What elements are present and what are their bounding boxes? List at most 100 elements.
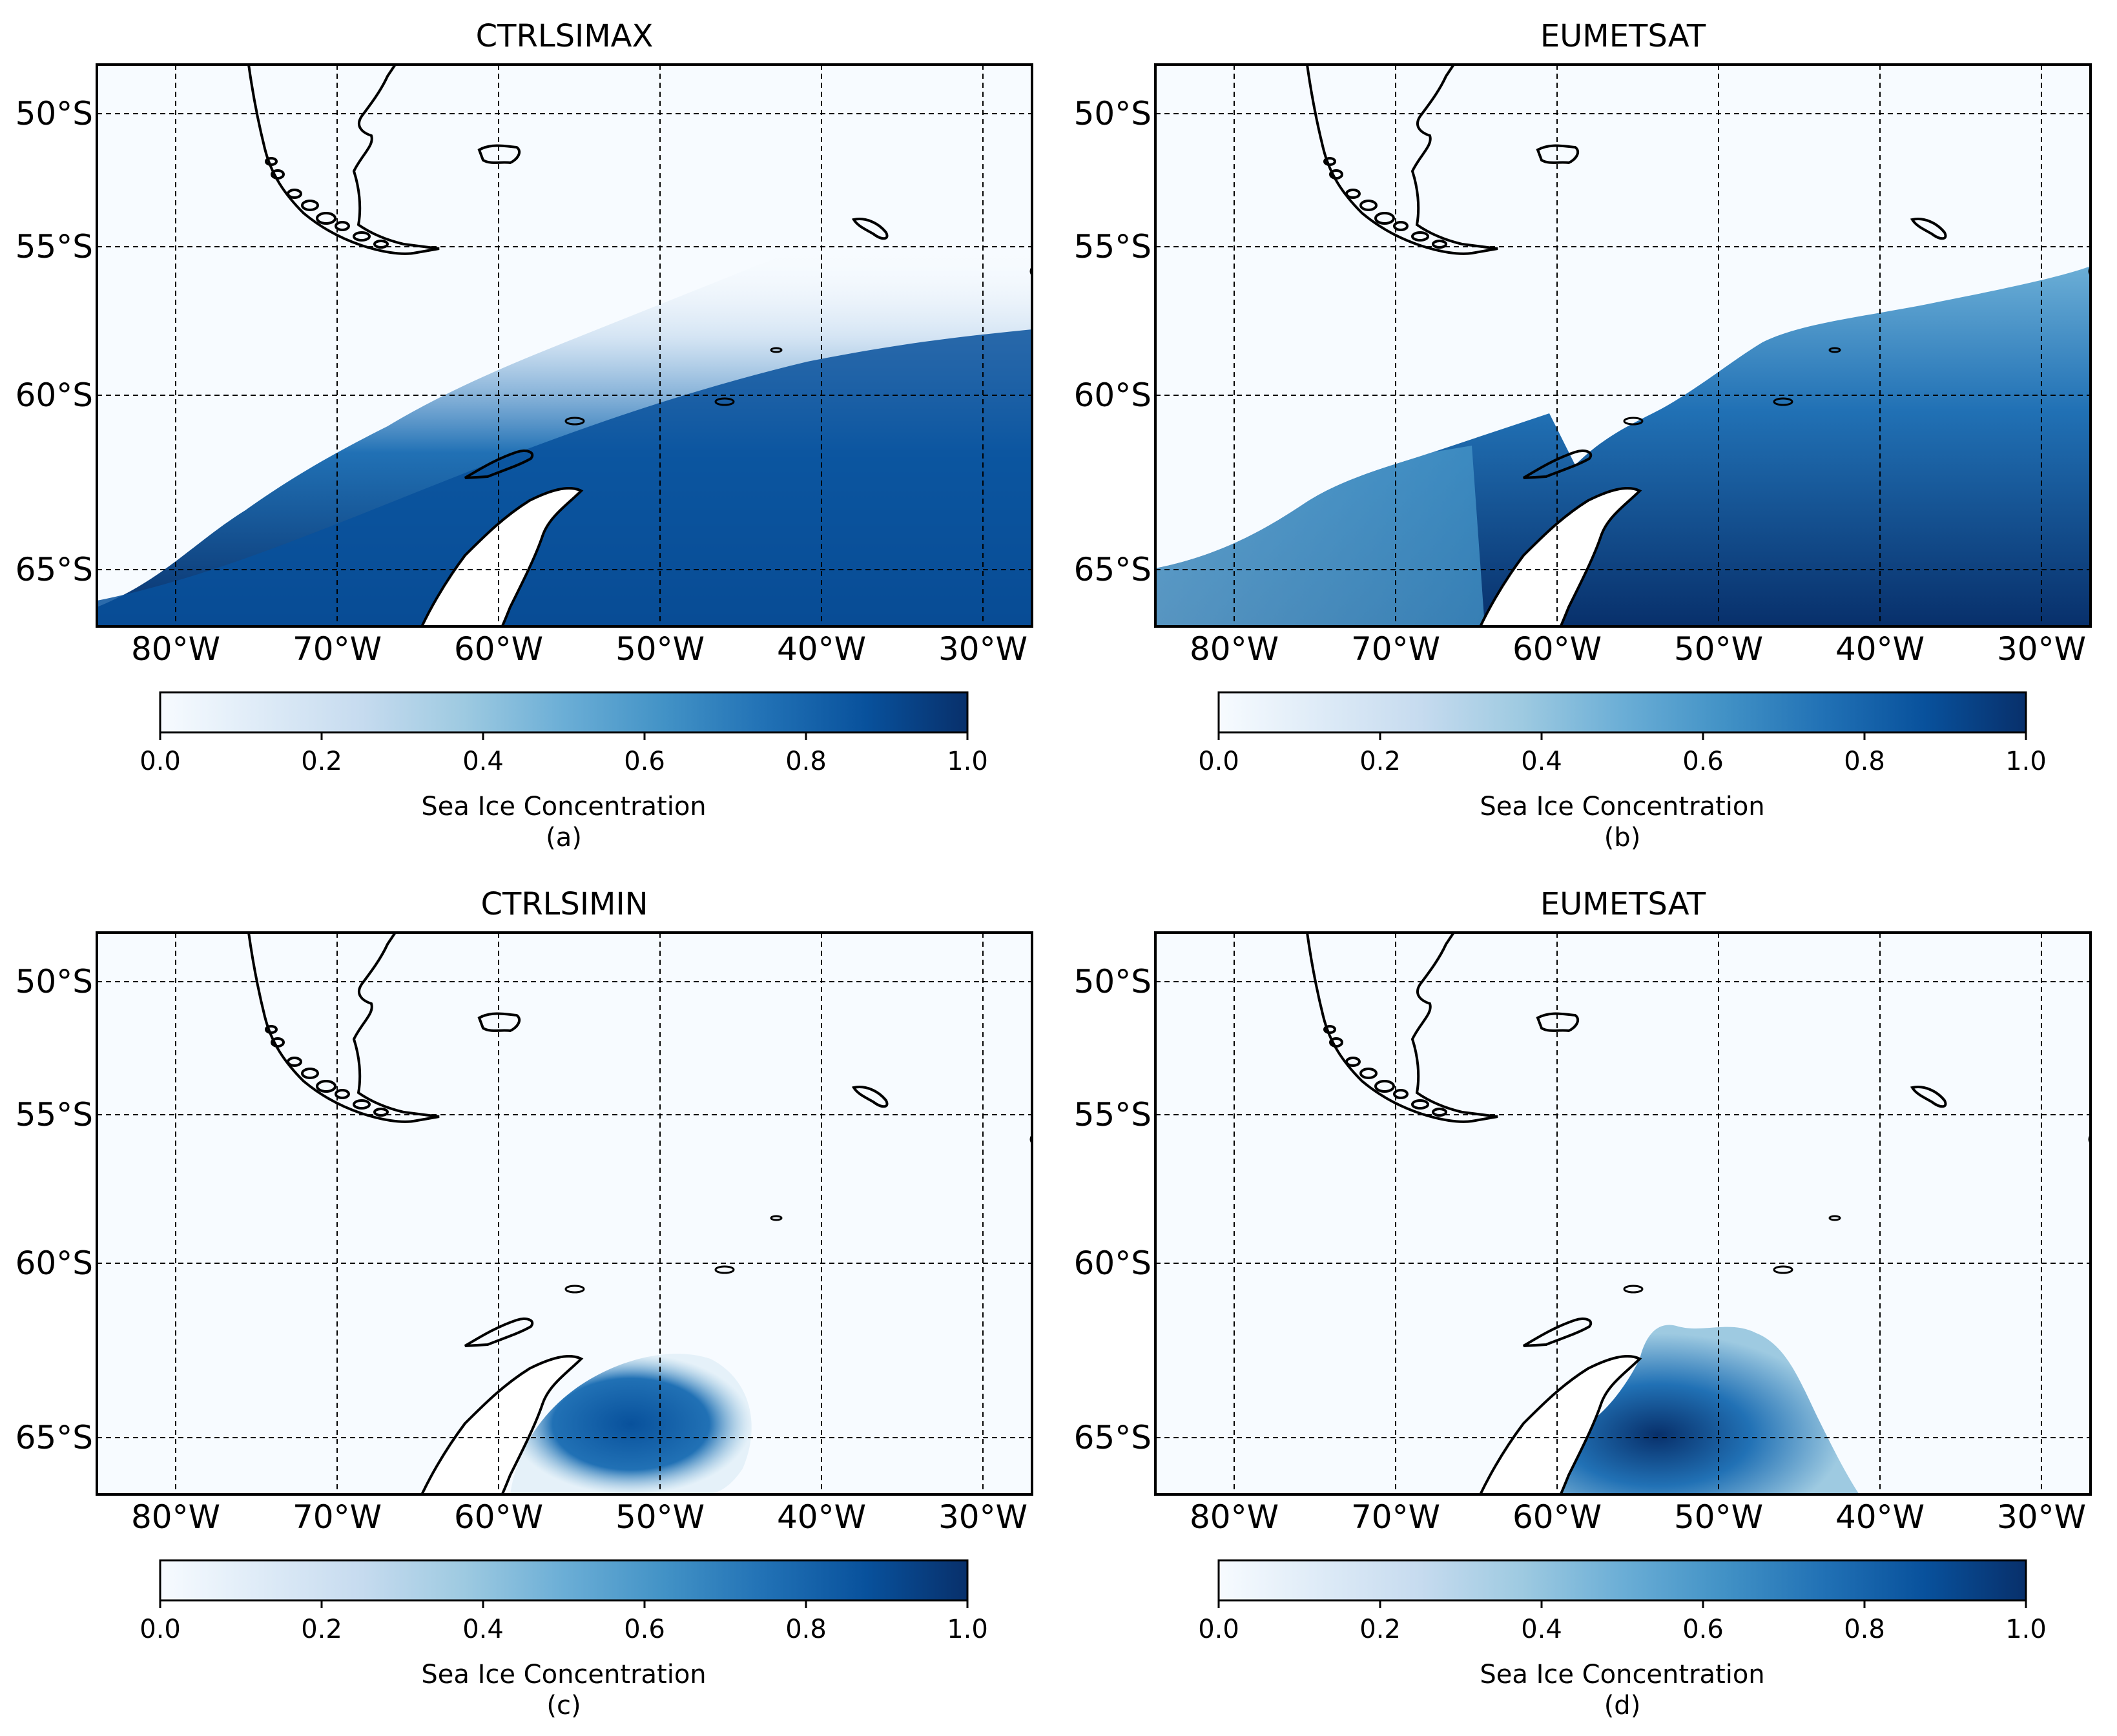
colorbar <box>1217 1559 2027 1608</box>
colorbar-tick-label: 0.0 <box>1198 747 1239 776</box>
lon-label: 50°W <box>615 1498 705 1536</box>
lat-label: 50°S <box>15 963 93 1000</box>
lon-label: 60°W <box>1512 630 1602 668</box>
lat-label: 60°S <box>1073 1245 1151 1282</box>
map-panel-4: EUMETSAT 50°S 55°S 60°S 65°S 80°W 70°W 60°W 50°W… <box>1058 868 2117 1736</box>
colorbar-tick-label: 0.4 <box>462 1615 504 1644</box>
colorbar-tick-label: 0.2 <box>301 1615 342 1644</box>
colorbar-tick-label: 1.0 <box>947 1615 988 1644</box>
colorbar-tick-label: 0.6 <box>624 1615 665 1644</box>
map-panel-3: CTRLSIMIN 50°S 55°S 60°S 65°S 80°W 70°W 60°W 50°… <box>0 868 1058 1736</box>
lon-label: 30°W <box>1996 630 2087 668</box>
lon-label: 60°W <box>453 630 544 668</box>
sea-ice-field <box>1549 1325 1859 1494</box>
sea-ice-field <box>97 240 1032 626</box>
colorbar-tick-label: 0.0 <box>1198 1615 1239 1644</box>
colorbar-tick-label: 1.0 <box>2005 747 2047 776</box>
sea-ice-map <box>1154 931 2092 1608</box>
map-panel-2: EUMETSAT 50°S 55°S 60°S 65°S 80°W 70°W 60°W 50°W… <box>1058 0 2117 868</box>
graticule <box>1155 65 2091 626</box>
lon-label: 40°W <box>1835 630 1925 668</box>
lat-label: 60°S <box>15 1245 93 1282</box>
lon-label: 70°W <box>1350 1498 1441 1536</box>
panel-label: (b) <box>1604 823 1641 852</box>
lon-label: 70°W <box>292 630 382 668</box>
colorbar-tick-label: 0.2 <box>1359 1615 1401 1644</box>
lat-label: 60°S <box>1073 377 1151 414</box>
colorbar-tick-label: 0.8 <box>1844 1615 1885 1644</box>
lon-label: 30°W <box>938 1498 1028 1536</box>
sea-ice-map <box>96 63 1033 740</box>
colorbar-tick-label: 0.0 <box>139 747 181 776</box>
colorbar-tick-label: 0.4 <box>1521 1615 1562 1644</box>
panel-label: (a) <box>546 823 582 852</box>
lon-label: 30°W <box>938 630 1028 668</box>
lon-label: 80°W <box>130 630 221 668</box>
map-panel-1: CTRLSIMAX 50°S 55°S 60°S 65°S 80°W 70°W 60°W 50°… <box>0 0 1058 868</box>
sea-ice-field <box>1155 266 2091 626</box>
lat-label: 65°S <box>15 1419 93 1456</box>
panel-title: CTRLSIMIN <box>480 886 648 922</box>
panel-title: EUMETSAT <box>1540 886 1706 922</box>
coastlines <box>247 933 1032 1494</box>
lon-label: 40°W <box>1835 1498 1925 1536</box>
sea-ice-map <box>1154 63 2092 740</box>
colorbar-tick-label: 0.2 <box>1359 747 1401 776</box>
lon-label: 70°W <box>1350 630 1441 668</box>
lat-label: 65°S <box>15 551 93 588</box>
colorbar-tick-label: 0.8 <box>785 1615 827 1644</box>
panel-label: (c) <box>546 1691 581 1720</box>
lon-label: 50°W <box>1673 1498 1764 1536</box>
lon-label: 40°W <box>776 1498 867 1536</box>
lat-label: 60°S <box>15 377 93 414</box>
lat-label: 55°S <box>1073 1096 1151 1133</box>
panel-title: CTRLSIMAX <box>475 18 654 54</box>
map-frame <box>1154 63 2092 628</box>
lon-label: 80°W <box>1189 630 1279 668</box>
lat-label: 55°S <box>15 228 93 265</box>
lat-label: 65°S <box>1073 1419 1151 1456</box>
colorbar-tick-label: 0.0 <box>139 1615 181 1644</box>
lon-label: 50°W <box>1673 630 1764 668</box>
lon-label: 30°W <box>1996 1498 2087 1536</box>
lon-label: 80°W <box>130 1498 221 1536</box>
map-frame <box>96 63 1033 628</box>
lat-label: 55°S <box>15 1096 93 1133</box>
coastlines <box>247 65 1032 626</box>
lon-label: 40°W <box>776 630 867 668</box>
lat-label: 65°S <box>1073 551 1151 588</box>
graticule <box>97 933 1032 1494</box>
colorbar-tick-label: 0.4 <box>1521 747 1562 776</box>
colorbar-tick-label: 0.6 <box>1682 1615 1724 1644</box>
graticule <box>1155 933 2091 1494</box>
colorbar-tick-label: 0.2 <box>301 747 342 776</box>
sea-ice-map <box>96 931 1033 1608</box>
colorbar-label: Sea Ice Concentration <box>1480 792 1765 822</box>
colorbar-label: Sea Ice Concentration <box>421 792 707 822</box>
panel-title: EUMETSAT <box>1540 18 1706 54</box>
map-frame <box>1154 931 2092 1496</box>
lon-label: 70°W <box>292 1498 382 1536</box>
map-frame <box>96 931 1033 1496</box>
colorbar <box>1217 691 2027 740</box>
colorbar <box>159 691 969 740</box>
colorbar-tick-label: 0.6 <box>624 747 665 776</box>
panel-label: (d) <box>1604 1691 1641 1720</box>
graticule <box>97 65 1032 626</box>
colorbar-tick-label: 0.6 <box>1682 747 1724 776</box>
lon-label: 60°W <box>1512 1498 1602 1536</box>
coastlines <box>1305 933 2091 1494</box>
colorbar-tick-label: 1.0 <box>2005 1615 2047 1644</box>
colorbar <box>159 1559 969 1608</box>
colorbar-tick-label: 0.8 <box>1844 747 1885 776</box>
lat-label: 55°S <box>1073 228 1151 265</box>
lon-label: 50°W <box>615 630 705 668</box>
lon-label: 80°W <box>1189 1498 1279 1536</box>
lat-label: 50°S <box>15 95 93 132</box>
colorbar-tick-label: 0.4 <box>462 747 504 776</box>
lat-label: 50°S <box>1073 95 1151 132</box>
lat-label: 50°S <box>1073 963 1151 1000</box>
colorbar-label: Sea Ice Concentration <box>421 1660 707 1690</box>
colorbar-label: Sea Ice Concentration <box>1480 1660 1765 1690</box>
lon-label: 60°W <box>453 1498 544 1536</box>
